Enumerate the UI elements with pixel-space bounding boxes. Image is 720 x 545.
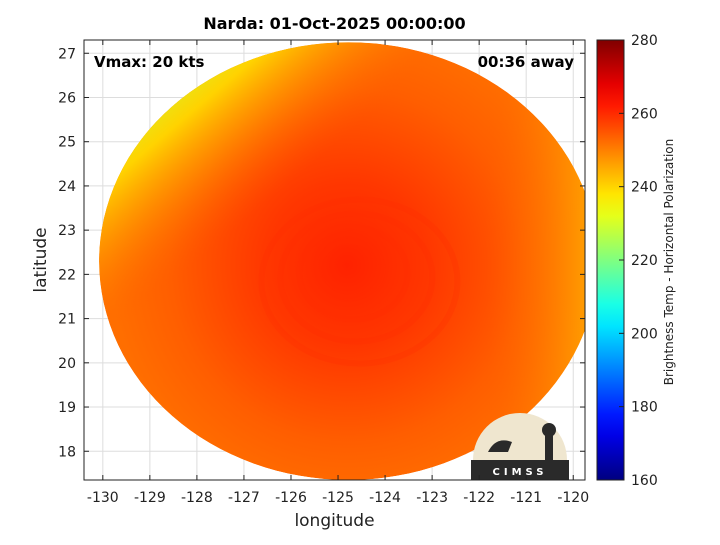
y-tick-label: 25 [58,135,76,151]
rain-band [296,224,411,323]
colorbar-tick-label: 180 [631,400,658,416]
colorbar-tick-label: 200 [631,326,658,342]
x-tick-label: -123 [416,490,448,506]
y-axis-label: latitude [31,227,51,293]
x-tick-label: -127 [228,490,260,506]
y-tick-label: 20 [58,356,76,372]
time-away-annotation: 00:36 away [477,53,574,71]
colorbar-tick-label: 220 [631,253,658,269]
rain-band [258,196,461,367]
colorbar-tick-label: 280 [631,33,658,49]
y-tick-label: 19 [58,400,76,416]
x-tick-label: -122 [463,490,495,506]
y-tick-label: 21 [58,312,76,328]
colorbar-tick-label: 240 [631,180,658,196]
colorbar-label: Brightness Temp - Horizontal Polarizatio… [662,138,676,386]
chart-title: Narda: 01-Oct-2025 00:00:00 [203,14,466,33]
colorbar-tick-label: 260 [631,106,658,122]
tower-icon [545,432,553,460]
x-tick-label: -129 [134,490,166,506]
swath-group: CIMSS [99,42,585,480]
x-tick-label: -120 [557,490,589,506]
x-tick-label: -124 [369,490,401,506]
swath-warm-edge [99,42,585,480]
axes-frame [83,39,586,481]
x-tick-label: -125 [322,490,354,506]
y-tick-label: 26 [58,90,76,106]
y-tick-label: 18 [58,444,76,460]
cimss-logo: CIMSS [471,413,569,480]
x-axis-label: longitude [294,511,375,531]
satellite-dish-icon [488,440,512,452]
rain-band [277,210,436,345]
y-tick-label: 23 [58,223,76,239]
x-tick-label: -128 [181,490,213,506]
tower-top-icon [542,423,556,437]
swath-field [99,42,585,480]
vmax-annotation: Vmax: 20 kts [94,53,205,71]
colorbar-tick-label: 160 [631,473,658,489]
logo-band [471,460,569,480]
x-tick-label: -121 [510,490,542,506]
y-tick-label: 22 [58,267,76,283]
x-tick-label: -130 [87,490,119,506]
x-tick-label: -126 [275,490,307,506]
y-tick-label: 27 [58,46,76,62]
rain-band [315,238,386,301]
y-tick-label: 24 [58,179,76,195]
logo-text: CIMSS [493,467,548,478]
